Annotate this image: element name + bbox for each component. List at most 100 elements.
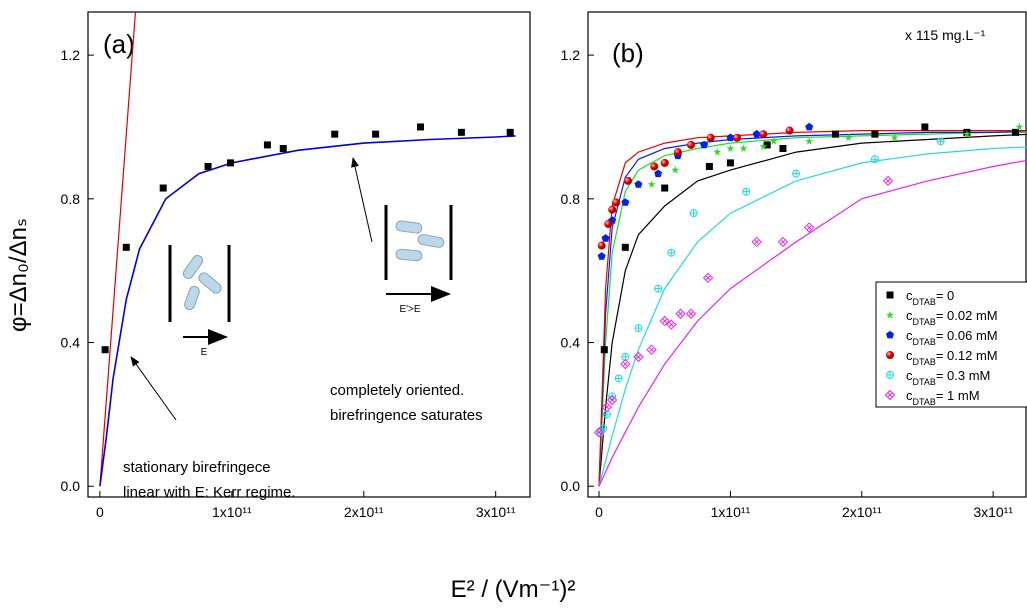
data-point xyxy=(921,123,929,131)
legend-label: cDTAB= 0.3 mM xyxy=(906,368,990,387)
x-tick-label: 2x10¹¹ xyxy=(344,504,384,520)
data-point xyxy=(667,248,676,257)
x-tick-label: 1x10¹¹ xyxy=(711,504,751,520)
data-point xyxy=(759,130,768,139)
data-point xyxy=(372,130,380,138)
data-point xyxy=(602,410,611,419)
legend-label: cDTAB= 0.06 mM xyxy=(906,328,998,347)
data-point xyxy=(159,184,167,192)
data-point xyxy=(601,234,610,242)
data-point xyxy=(659,315,670,327)
legend-label: cDTAB= 1 mM xyxy=(906,388,980,407)
annotation: x 115 mg.L⁻¹ xyxy=(905,27,986,43)
data-point xyxy=(702,272,714,284)
data-point xyxy=(785,126,794,135)
data-point xyxy=(713,147,722,156)
data-point xyxy=(673,148,682,157)
data-point xyxy=(675,308,686,319)
inset-low-field xyxy=(168,245,231,345)
data-point xyxy=(634,180,643,188)
data-point xyxy=(792,169,801,178)
data-point xyxy=(593,427,605,438)
data-point xyxy=(621,198,630,206)
data-point xyxy=(122,243,130,251)
data-point xyxy=(732,133,741,142)
data-point xyxy=(634,324,643,333)
legend-label: cDTAB= 0.12 mM xyxy=(906,348,998,367)
x-tick-label: 1x10¹¹ xyxy=(212,504,252,520)
data-point xyxy=(620,358,631,370)
data-point xyxy=(779,145,787,153)
data-point xyxy=(689,209,698,218)
data-point xyxy=(279,145,287,153)
fit-line xyxy=(598,130,1027,487)
data-point xyxy=(650,162,659,171)
legend-marker xyxy=(886,330,894,339)
data-point xyxy=(700,140,709,149)
y-tick-label: 0.4 xyxy=(561,335,581,351)
data-point xyxy=(1015,122,1024,131)
x-tick-label: 2x10¹¹ xyxy=(842,504,882,520)
data-point xyxy=(686,140,695,149)
y-tick-label: 1.2 xyxy=(561,47,581,63)
data-point xyxy=(506,128,514,136)
field-label: E'>E xyxy=(399,304,420,315)
data-point xyxy=(777,236,789,248)
x-tick-label: 3x10¹¹ xyxy=(973,504,1013,520)
annotation: linear with E: Kerr regime. xyxy=(123,484,296,501)
x-axis-label: E² / (Vm⁻¹)² xyxy=(451,576,576,603)
data-point xyxy=(726,133,735,142)
data-point xyxy=(752,129,761,138)
data-point xyxy=(647,180,656,188)
data-point xyxy=(457,128,465,136)
data-point xyxy=(890,133,899,142)
panel-label: (b) xyxy=(612,38,644,68)
data-point xyxy=(763,141,771,149)
legend-marker xyxy=(886,351,894,359)
data-point xyxy=(742,187,751,196)
data-point xyxy=(646,344,657,355)
data-point xyxy=(633,351,644,363)
data-point xyxy=(726,159,734,167)
data-point xyxy=(769,137,778,145)
data-point xyxy=(739,144,748,152)
field-label: E xyxy=(201,347,208,358)
legend-marker xyxy=(884,389,896,401)
data-point xyxy=(804,222,815,233)
fit-line xyxy=(598,133,1027,487)
y-tick-label: 0.8 xyxy=(561,191,581,207)
data-point xyxy=(263,141,271,149)
legend-label: cDTAB= 0.02 mM xyxy=(906,308,998,327)
y-axis-label: φ=Δn₀/Δnₛ xyxy=(5,218,32,332)
data-point xyxy=(606,394,618,406)
fit-line xyxy=(598,131,1027,487)
x-tick-label: 3x10¹¹ xyxy=(476,504,516,520)
data-point xyxy=(671,165,680,174)
data-point xyxy=(706,133,715,142)
plot-frame xyxy=(87,11,531,498)
data-point xyxy=(805,137,814,145)
fit-line xyxy=(598,146,1027,487)
legend-marker xyxy=(886,371,894,379)
data-point xyxy=(331,130,339,138)
data-point xyxy=(685,308,697,319)
data-point xyxy=(1011,128,1019,136)
x-tick-label: 0 xyxy=(96,504,104,520)
data-point xyxy=(416,123,424,131)
data-point xyxy=(666,319,677,330)
data-point xyxy=(614,374,623,383)
data-point xyxy=(962,129,971,138)
data-point xyxy=(204,162,212,170)
arrow xyxy=(351,157,373,243)
fit-line xyxy=(598,159,1027,487)
data-point xyxy=(936,137,945,146)
legend-marker xyxy=(886,291,894,299)
data-point xyxy=(805,122,814,131)
data-point xyxy=(600,346,608,354)
data-point xyxy=(612,198,621,207)
data-point xyxy=(726,144,735,152)
fit-line xyxy=(99,12,137,487)
arrow xyxy=(130,356,177,421)
y-tick-label: 0.4 xyxy=(61,335,81,351)
